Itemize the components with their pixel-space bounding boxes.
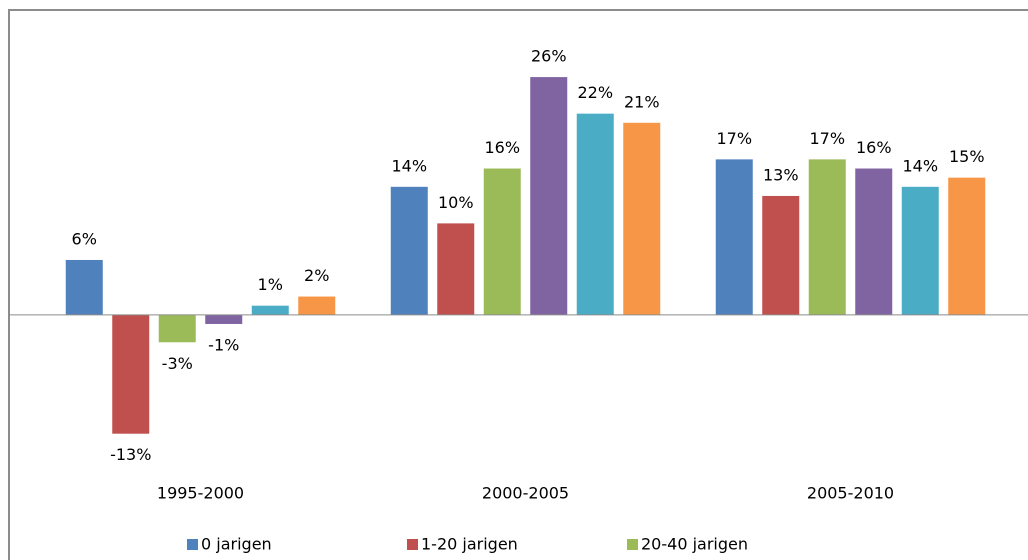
bar xyxy=(948,177,986,315)
data-label: 16% xyxy=(856,138,892,157)
x-tick-label: 2000-2005 xyxy=(482,484,569,503)
data-label: 26% xyxy=(531,47,567,66)
data-label: 17% xyxy=(809,129,845,148)
data-label: 14% xyxy=(391,156,427,175)
bar xyxy=(65,259,103,315)
bar xyxy=(390,186,428,315)
bar xyxy=(437,223,475,315)
data-label: 10% xyxy=(438,193,474,212)
x-tick-label: 1995-2000 xyxy=(157,484,244,503)
data-label: 22% xyxy=(577,83,613,102)
bar xyxy=(623,122,661,315)
data-label: 6% xyxy=(72,229,97,248)
bar xyxy=(576,113,614,315)
data-label: 2% xyxy=(304,266,329,285)
legend-label: 0 jarigen xyxy=(201,535,272,554)
bar xyxy=(298,296,336,315)
bar xyxy=(251,305,289,315)
bar xyxy=(158,314,196,343)
data-label: 17% xyxy=(716,129,752,148)
data-label: 1% xyxy=(258,275,283,294)
data-label: 15% xyxy=(949,147,985,166)
legend-swatch xyxy=(187,539,198,550)
x-tick-label: 2005-2010 xyxy=(807,484,894,503)
bar xyxy=(808,159,846,315)
data-label: 16% xyxy=(484,138,520,157)
legend-swatch xyxy=(627,539,638,550)
bar xyxy=(855,168,893,315)
data-label: -1% xyxy=(208,335,239,354)
data-label: -13% xyxy=(110,445,151,464)
bar xyxy=(715,159,753,315)
bar xyxy=(762,195,800,315)
legend-label: 20-40 jarigen xyxy=(641,535,748,554)
bar xyxy=(205,314,243,324)
bar xyxy=(530,77,568,315)
bar xyxy=(483,168,521,315)
data-label: 13% xyxy=(763,165,799,184)
bar xyxy=(901,186,939,315)
data-label: -3% xyxy=(162,354,193,373)
legend-swatch xyxy=(407,539,418,550)
data-label: 21% xyxy=(624,92,660,111)
data-label: 14% xyxy=(902,156,938,175)
legend-label: 1-20 jarigen xyxy=(421,535,518,554)
bar xyxy=(112,314,150,434)
